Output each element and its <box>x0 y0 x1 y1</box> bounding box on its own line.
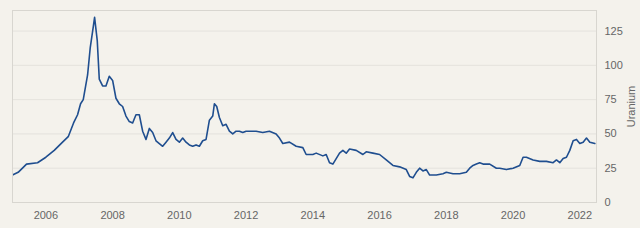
svg-text:2010: 2010 <box>167 209 191 221</box>
svg-text:0: 0 <box>605 196 611 208</box>
svg-text:2012: 2012 <box>234 209 258 221</box>
svg-text:100: 100 <box>605 59 623 71</box>
svg-text:2014: 2014 <box>301 209 325 221</box>
svg-text:75: 75 <box>605 93 617 105</box>
svg-text:Uranium: Uranium <box>625 86 637 128</box>
svg-text:50: 50 <box>605 127 617 139</box>
svg-text:2008: 2008 <box>100 209 124 221</box>
svg-text:25: 25 <box>605 162 617 174</box>
svg-text:2020: 2020 <box>501 209 525 221</box>
svg-text:2006: 2006 <box>34 209 58 221</box>
svg-text:125: 125 <box>605 25 623 37</box>
svg-text:2018: 2018 <box>434 209 458 221</box>
svg-text:2022: 2022 <box>568 209 592 221</box>
svg-text:2016: 2016 <box>367 209 391 221</box>
